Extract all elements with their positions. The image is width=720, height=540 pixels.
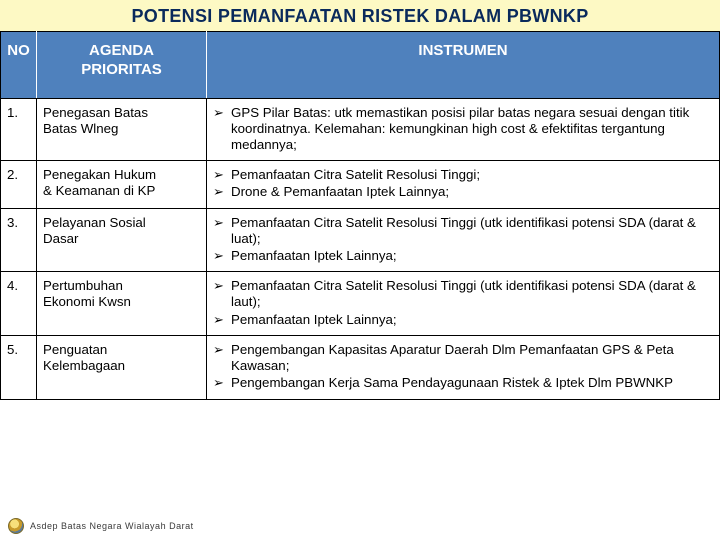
col-header-instrumen: INSTRUMEN: [207, 32, 720, 99]
footer: Asdep Batas Negara Wialayah Darat: [0, 514, 720, 540]
agenda-line1: Pertumbuhan: [43, 278, 123, 293]
cell-no: 3.: [1, 208, 37, 272]
agenda-line1: Penegasan Batas: [43, 105, 148, 120]
cell-instrumen: Pengembangan Kapasitas Aparatur Daerah D…: [207, 335, 720, 399]
cell-agenda: PertumbuhanEkonomi Kwsn: [37, 272, 207, 336]
table-header-row: NO AGENDA PRIORITAS INSTRUMEN: [1, 32, 720, 99]
table-row: 4.PertumbuhanEkonomi KwsnPemanfaatan Cit…: [1, 272, 720, 336]
instrumen-list: Pemanfaatan Citra Satelit Resolusi Tingg…: [213, 167, 713, 200]
instrumen-item: Pemanfaatan Iptek Lainnya;: [213, 248, 713, 264]
cell-instrumen: Pemanfaatan Citra Satelit Resolusi Tingg…: [207, 208, 720, 272]
cell-agenda: Penegasan BatasBatas Wlneg: [37, 98, 207, 161]
instrumen-item: GPS Pilar Batas: utk memastikan posisi p…: [213, 105, 713, 154]
instrumen-list: Pemanfaatan Citra Satelit Resolusi Tingg…: [213, 278, 713, 328]
seal-icon: [8, 518, 24, 534]
main-table: NO AGENDA PRIORITAS INSTRUMEN 1.Penegasa…: [0, 31, 720, 400]
agenda-line2: Batas Wlneg: [43, 121, 118, 136]
footer-text: Asdep Batas Negara Wialayah Darat: [30, 521, 194, 531]
title-bar: POTENSI PEMANFAATAN RISTEK DALAM PBWNKP: [0, 0, 720, 31]
instrumen-item: Pemanfaatan Iptek Lainnya;: [213, 312, 713, 328]
instrumen-item: Pemanfaatan Citra Satelit Resolusi Tingg…: [213, 215, 713, 247]
cell-instrumen: Pemanfaatan Citra Satelit Resolusi Tingg…: [207, 272, 720, 336]
table-row: 3.Pelayanan SosialDasarPemanfaatan Citra…: [1, 208, 720, 272]
instrumen-list: Pengembangan Kapasitas Aparatur Daerah D…: [213, 342, 713, 392]
cell-agenda: PenguatanKelembagaan: [37, 335, 207, 399]
agenda-line1: Pelayanan Sosial: [43, 215, 146, 230]
agenda-line2: Ekonomi Kwsn: [43, 294, 131, 309]
col-header-agenda-l1: AGENDA: [89, 42, 154, 59]
col-header-agenda-l2: PRIORITAS: [81, 61, 162, 78]
agenda-line1: Penguatan: [43, 342, 107, 357]
instrumen-item: Pengembangan Kerja Sama Pendayagunaan Ri…: [213, 375, 713, 391]
cell-no: 4.: [1, 272, 37, 336]
slide-title: POTENSI PEMANFAATAN RISTEK DALAM PBWNKP: [10, 6, 710, 27]
instrumen-list: GPS Pilar Batas: utk memastikan posisi p…: [213, 105, 713, 154]
cell-no: 2.: [1, 161, 37, 208]
agenda-line2: Kelembagaan: [43, 358, 125, 373]
instrumen-item: Pengembangan Kapasitas Aparatur Daerah D…: [213, 342, 713, 374]
cell-agenda: Penegakan Hukum& Keamanan di KP: [37, 161, 207, 208]
cell-instrumen: GPS Pilar Batas: utk memastikan posisi p…: [207, 98, 720, 161]
agenda-line1: Penegakan Hukum: [43, 167, 156, 182]
cell-no: 1.: [1, 98, 37, 161]
slide: POTENSI PEMANFAATAN RISTEK DALAM PBWNKP …: [0, 0, 720, 540]
col-header-no: NO: [1, 32, 37, 99]
agenda-line2: & Keamanan di KP: [43, 183, 155, 198]
instrumen-list: Pemanfaatan Citra Satelit Resolusi Tingg…: [213, 215, 713, 265]
cell-agenda: Pelayanan SosialDasar: [37, 208, 207, 272]
table-row: 1.Penegasan BatasBatas WlnegGPS Pilar Ba…: [1, 98, 720, 161]
cell-no: 5.: [1, 335, 37, 399]
table-row: 2.Penegakan Hukum& Keamanan di KPPemanfa…: [1, 161, 720, 208]
cell-instrumen: Pemanfaatan Citra Satelit Resolusi Tingg…: [207, 161, 720, 208]
instrumen-item: Drone & Pemanfaatan Iptek Lainnya;: [213, 184, 713, 200]
agenda-line2: Dasar: [43, 231, 78, 246]
col-header-agenda: AGENDA PRIORITAS: [37, 32, 207, 99]
instrumen-item: Pemanfaatan Citra Satelit Resolusi Tingg…: [213, 278, 713, 310]
table-row: 5.PenguatanKelembagaanPengembangan Kapas…: [1, 335, 720, 399]
instrumen-item: Pemanfaatan Citra Satelit Resolusi Tingg…: [213, 167, 713, 183]
